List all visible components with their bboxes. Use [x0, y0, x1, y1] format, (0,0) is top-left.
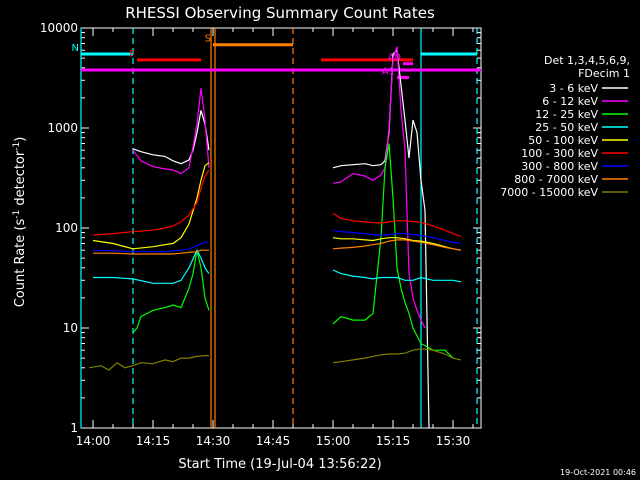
series-line: [332, 239, 462, 251]
flag-label: A1: [382, 66, 395, 77]
x-tick-label: 14:30: [196, 434, 231, 448]
x-tick-label: 14:45: [256, 434, 291, 448]
legend-header: FDecim 1: [578, 67, 630, 80]
series-line: [92, 169, 210, 236]
legend-entry-label: 12 - 25 keV: [535, 108, 598, 121]
flag-label: F: [129, 49, 135, 60]
series-line: [132, 250, 210, 333]
series-line: [92, 162, 210, 250]
series-line: [132, 110, 210, 165]
series-line: [332, 143, 454, 359]
x-tick-label: 15:15: [376, 434, 411, 448]
axes: [80, 27, 482, 429]
x-axis-label: Start Time (19-Jul-04 13:56:22): [178, 457, 381, 472]
legend-entry-label: 50 - 100 keV: [528, 134, 598, 147]
series-line: [88, 355, 209, 371]
flag-label: N: [72, 43, 79, 54]
legend-entry-label: 3 - 6 keV: [549, 82, 598, 95]
x-tick-label: 15:00: [316, 434, 351, 448]
series-line: [132, 88, 210, 175]
y-tick-label: 1000: [47, 121, 78, 135]
series-line: [332, 237, 462, 251]
y-axis-label: Count Rate (s-1 detector-1): [12, 137, 28, 308]
legend-entry-label: 6 - 12 keV: [542, 95, 598, 108]
flag-label: S: [205, 34, 211, 45]
legend-entry-label: 25 - 50 keV: [535, 121, 598, 134]
series-lines: [88, 46, 462, 429]
legend-entry-label: 100 - 300 keV: [521, 147, 598, 160]
series-line: [93, 249, 209, 255]
tick-labels: 1 10 100 1000 10000 14:00 14:15 14:30 14:45 15:00…: [40, 21, 470, 448]
y-tick-label: 10000: [40, 21, 78, 35]
series-line: [93, 248, 210, 284]
series-line: [332, 229, 462, 245]
x-tick-label: 14:00: [76, 434, 111, 448]
series-line: [332, 348, 462, 364]
legend-entry-label: 800 - 7000 keV: [514, 173, 598, 186]
x-tick-label: 14:15: [136, 434, 171, 448]
chart-title: RHESSI Observing Summary Count Rates: [125, 4, 435, 22]
y-tick-label: 1: [70, 421, 78, 435]
y-tick-label: 10: [63, 321, 78, 335]
flag-label: A0: [388, 53, 401, 64]
series-line: [332, 46, 426, 329]
legend-entry-label: 300 - 800 keV: [521, 160, 598, 173]
legend-entry-label: 7000 - 15000 keV: [500, 186, 598, 199]
series-line: [92, 241, 209, 253]
y-tick-label: 100: [55, 221, 78, 235]
legend-header: Det 1,3,4,5,6,9,: [544, 54, 630, 67]
series-line: [332, 48, 430, 429]
footer-timestamp: 19-Oct-2021 00:46: [560, 468, 636, 477]
series-line: [332, 269, 462, 283]
x-tick-label: 15:30: [436, 434, 471, 448]
series-line: [332, 212, 462, 238]
marker-lines: [80, 28, 478, 428]
